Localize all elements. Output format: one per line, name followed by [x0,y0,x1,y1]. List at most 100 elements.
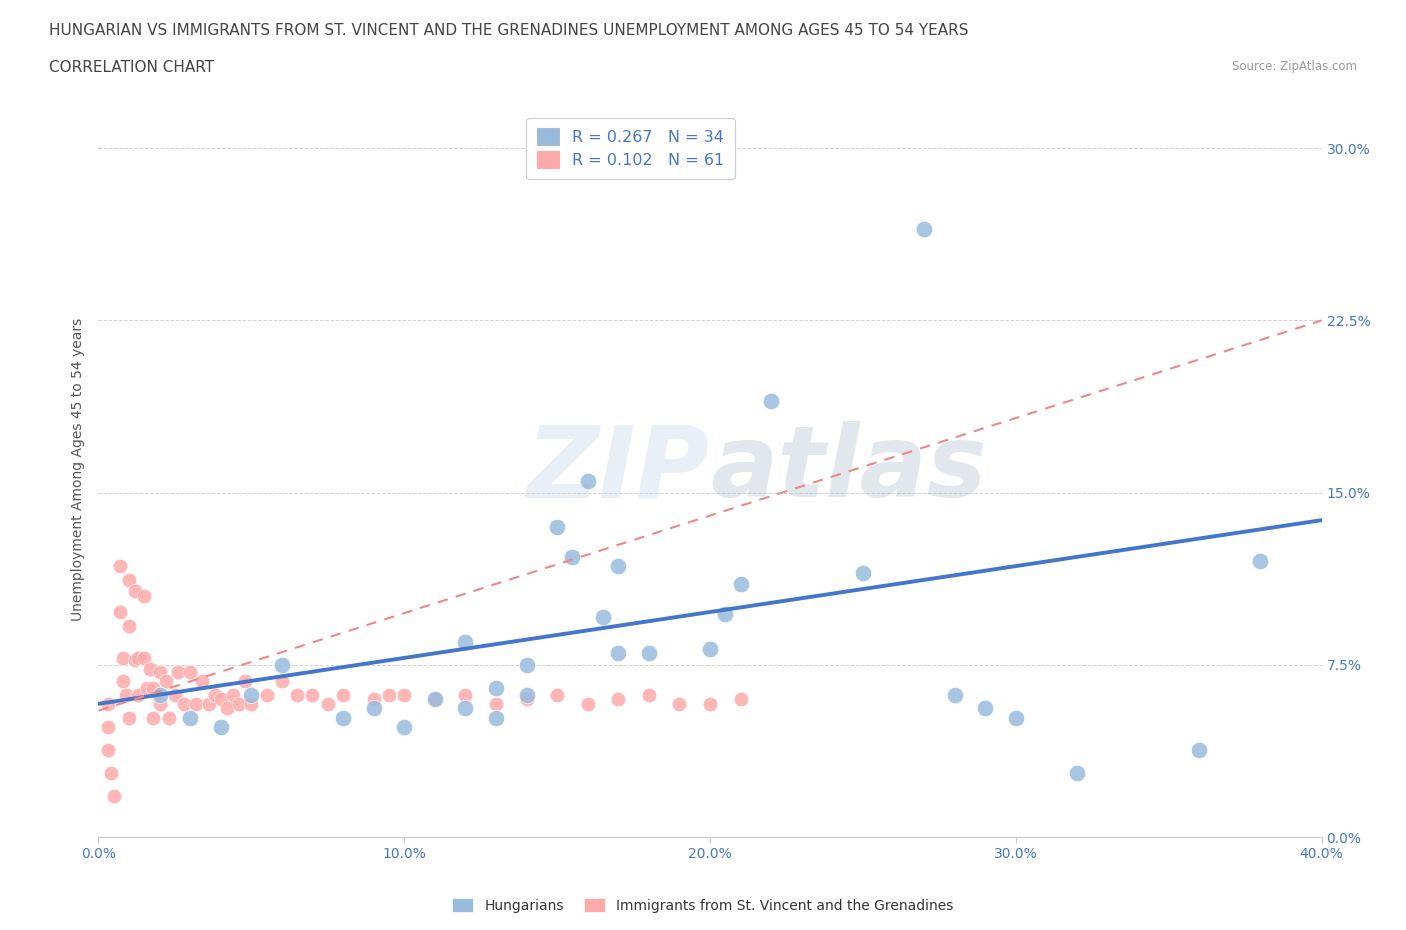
Point [423,692,446,707]
Point [134,650,156,665]
Point [97,742,120,757]
Point [546,687,568,702]
Point [197,697,219,711]
Point [607,692,630,707]
Point [204,687,226,702]
Point [111,650,134,665]
Point [209,692,232,707]
Point [301,687,323,702]
Text: ZIP: ZIP [527,421,710,518]
Point [332,711,354,725]
Point [730,577,752,591]
Point [127,687,149,702]
Legend: R = 0.267   N = 34, R = 0.102   N = 61: R = 0.267 N = 34, R = 0.102 N = 61 [526,117,734,179]
Point [108,604,131,619]
Point [115,687,138,702]
Point [240,687,263,702]
Point [637,687,661,702]
Point [124,584,146,599]
Point [179,711,201,725]
Point [516,687,538,702]
Point [149,687,172,702]
Point [332,687,354,702]
Point [124,653,146,668]
Y-axis label: Unemployment Among Ages 45 to 54 years: Unemployment Among Ages 45 to 54 years [72,318,86,621]
Point [149,664,172,679]
Point [1066,765,1088,780]
Text: Source: ZipAtlas.com: Source: ZipAtlas.com [1232,60,1357,73]
Point [699,697,721,711]
Point [1249,554,1271,569]
Point [136,681,159,696]
Point [592,609,614,624]
Point [100,765,122,780]
Point [392,720,416,735]
Point [139,662,162,677]
Point [607,559,630,574]
Point [1188,742,1211,757]
Point [485,697,508,711]
Point [363,692,385,707]
Point [97,697,120,711]
Point [209,720,232,735]
Point [485,711,508,725]
Point [103,789,125,804]
Point [191,673,214,688]
Point [730,692,752,707]
Point [392,687,416,702]
Point [142,681,165,696]
Point [576,473,599,488]
Point [607,645,630,660]
Point [149,697,172,711]
Point [316,697,339,711]
Point [222,687,245,702]
Point [240,697,263,711]
Point [943,687,966,702]
Point [852,565,875,580]
Point [1004,711,1026,725]
Point [97,720,120,735]
Point [454,701,477,716]
Point [546,520,568,535]
Point [233,673,256,688]
Point [759,393,782,408]
Point [454,634,477,649]
Point [285,687,308,702]
Point [215,701,238,716]
Point [142,711,165,725]
Point [228,697,250,711]
Text: CORRELATION CHART: CORRELATION CHART [49,60,214,75]
Point [134,589,156,604]
Point [111,673,134,688]
Point [256,687,278,702]
Point [576,697,599,711]
Point [179,664,201,679]
Point [485,681,508,696]
Point [163,687,186,702]
Point [912,221,935,236]
Text: atlas: atlas [710,421,987,518]
Point [974,701,997,716]
Point [186,697,208,711]
Point [561,550,583,565]
Point [270,673,292,688]
Point [637,645,661,660]
Point [668,697,690,711]
Point [454,687,477,702]
Point [516,692,538,707]
Point [714,607,737,622]
Point [378,687,401,702]
Point [167,664,190,679]
Point [118,573,141,588]
Point [173,697,195,711]
Point [699,642,721,657]
Point [108,559,131,574]
Legend: Hungarians, Immigrants from St. Vincent and the Grenadines: Hungarians, Immigrants from St. Vincent … [447,893,959,919]
Point [155,673,177,688]
Point [516,658,538,672]
Point [127,650,149,665]
Point [157,711,180,725]
Text: HUNGARIAN VS IMMIGRANTS FROM ST. VINCENT AND THE GRENADINES UNEMPLOYMENT AMONG A: HUNGARIAN VS IMMIGRANTS FROM ST. VINCENT… [49,23,969,38]
Point [118,618,141,633]
Point [118,711,141,725]
